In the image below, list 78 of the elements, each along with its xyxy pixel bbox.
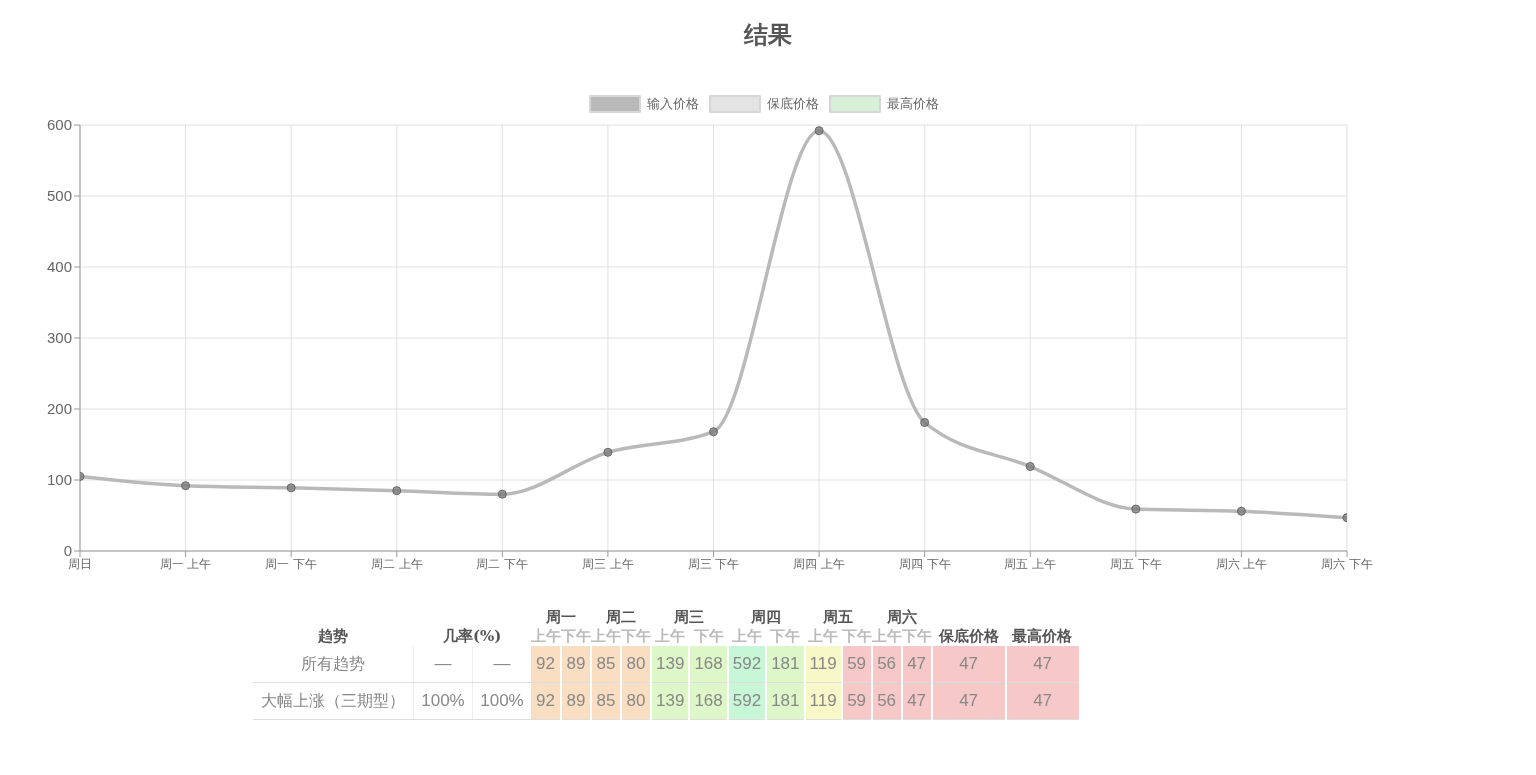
text: 85 [591, 646, 621, 683]
x-tick-label: 周四 下午 [898, 556, 951, 571]
text: 周五 [822, 608, 855, 627]
text: 119 [804, 682, 842, 720]
text: 56 [871, 646, 902, 683]
text: 上午 [871, 627, 902, 645]
text: 92 [531, 646, 561, 683]
text: 上午 [731, 627, 762, 645]
text: 周四 [750, 608, 783, 627]
text: 592 [727, 682, 767, 720]
text: 139 [651, 646, 690, 683]
x-tick-label: 周一 下午 [265, 556, 318, 571]
text: 上午 [655, 627, 686, 645]
text: 所有趋势 [253, 646, 414, 683]
y-tick-label: 400 [46, 258, 72, 276]
text: 181 [766, 682, 805, 720]
text: 47 [901, 646, 932, 683]
text: 168 [689, 646, 728, 683]
text: 592 [727, 646, 767, 683]
text: 上午 [808, 627, 839, 645]
text: 168 [689, 682, 728, 720]
x-tick-label: 周五 上午 [1004, 556, 1057, 571]
text: 92 [531, 682, 561, 720]
y-tick-label: 200 [46, 400, 72, 418]
text: 最高价格 [1011, 626, 1074, 646]
text: 下午 [841, 627, 872, 645]
text: 周三 [673, 608, 706, 627]
text: 下午 [770, 627, 801, 645]
text: 47 [931, 646, 1006, 683]
legend-label: 输入价格 [647, 95, 699, 113]
legend-label: 最高价格 [887, 95, 939, 113]
text: 47 [1005, 646, 1079, 683]
text: 80 [621, 682, 651, 720]
x-tick-label: 周二 上午 [370, 556, 423, 571]
text: 上午 [591, 627, 621, 645]
text: 周六 [885, 608, 918, 627]
text: — [413, 646, 473, 683]
text: 趋势 [317, 626, 350, 646]
y-tick-label: 300 [46, 329, 72, 347]
text: 119 [804, 646, 842, 683]
text: 下午 [561, 627, 591, 646]
text: 80 [621, 646, 651, 683]
text: 100% [472, 682, 531, 720]
y-tick-label: 500 [46, 187, 72, 205]
text: 下午 [693, 627, 724, 645]
x-tick-label: 周一 上午 [159, 556, 212, 571]
text: 周一 [545, 608, 577, 627]
x-tick-label: 周四 上午 [793, 556, 845, 571]
text: 56 [871, 682, 902, 720]
text: 几率(%) [442, 626, 503, 646]
legend-label: 保底价格 [767, 95, 819, 113]
text: 下午 [901, 627, 932, 645]
y-tick-label: 100 [46, 471, 72, 489]
chart-title: 结果 [742, 19, 793, 51]
text: 下午 [621, 627, 651, 645]
text: 181 [766, 646, 805, 683]
x-tick-label: 周二 下午 [476, 556, 529, 571]
x-tick-label: 周三 上午 [582, 556, 634, 571]
text: 保底价格 [937, 626, 1000, 646]
y-tick-label: 600 [46, 116, 72, 134]
text: — [472, 646, 531, 683]
text: 89 [561, 682, 591, 720]
text: 47 [931, 682, 1006, 720]
text: 59 [841, 646, 872, 683]
x-tick-label: 周五 下午 [1109, 556, 1162, 571]
text: 47 [1005, 682, 1079, 720]
text: 139 [651, 682, 690, 720]
text: 59 [841, 682, 872, 720]
x-tick-label: 周三 下午 [687, 556, 740, 571]
text: 周二 [605, 608, 637, 627]
text: 100% [413, 682, 473, 720]
text: 89 [561, 646, 591, 683]
x-tick-label: 周六 上午 [1215, 556, 1268, 571]
text: 上午 [531, 627, 561, 646]
text: 大幅上涨（三期型） [253, 682, 414, 720]
text: 85 [591, 682, 621, 720]
x-tick-label: 周六 下午 [1321, 556, 1373, 571]
text: 47 [901, 682, 932, 720]
